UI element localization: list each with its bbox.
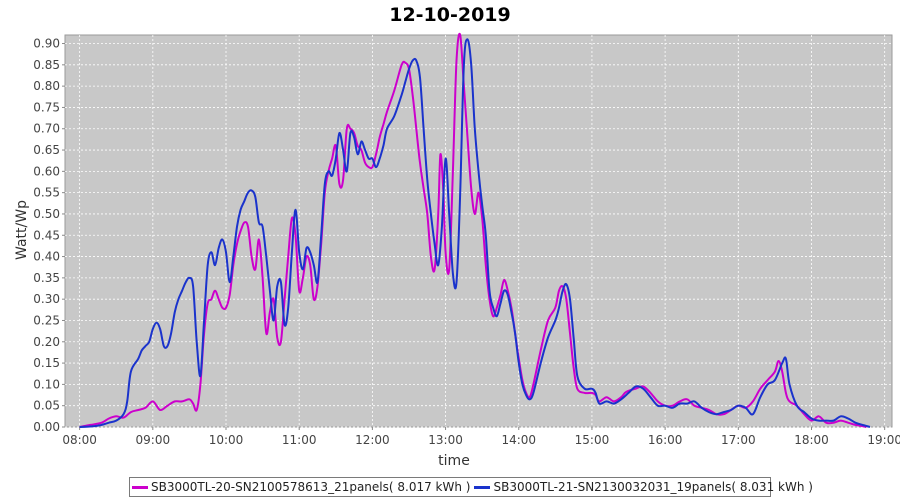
y-tick-label: 0.80: [33, 79, 60, 93]
series-group: [79, 32, 871, 428]
y-tick-label: 0.35: [33, 271, 60, 285]
x-tick-label: 14:00: [501, 433, 536, 447]
chart-legend: SB3000TL-20-SN2100578613_21panels( 8.017…: [129, 477, 813, 497]
x-axis-label: time: [438, 453, 470, 469]
x-tick-label: 11:00: [282, 433, 317, 447]
y-tick-label: 0.75: [33, 100, 60, 114]
series-line-1: [79, 32, 867, 428]
x-tick-label: 09:00: [136, 433, 171, 447]
y-tick-label: 0.65: [33, 143, 60, 157]
x-tick-label: 17:00: [721, 433, 756, 447]
legend-swatch: [474, 485, 491, 489]
y-tick-label: 0.05: [33, 399, 60, 413]
y-tick-label: 0.15: [33, 356, 60, 370]
plot-area: [64, 34, 893, 428]
x-tick-label: 18:00: [794, 433, 829, 447]
y-tick-label: 0.60: [33, 164, 60, 178]
y-tick-label: 0.45: [33, 228, 60, 242]
legend-label: SB3000TL-20-SN2100578613_21panels( 8.017…: [151, 480, 471, 494]
y-tick-label: 0.40: [33, 250, 60, 264]
series-line-2: [79, 38, 871, 428]
legend-item: SB3000TL-20-SN2100578613_21panels( 8.017…: [132, 480, 470, 494]
y-axis: 0.00 0.05 0.10 0.15 0.20 0.25 0.30 0.35 0.40 0.45…: [33, 37, 65, 434]
x-tick-label: 19:00: [867, 433, 900, 447]
y-tick-label: 0.20: [33, 335, 60, 349]
x-tick-label: 16:00: [648, 433, 683, 447]
y-tick-label: 0.90: [33, 37, 60, 51]
x-tick-label: 08:00: [62, 433, 97, 447]
y-tick-label: 0.00: [33, 420, 60, 434]
y-axis-label: Watt/Wp: [14, 200, 30, 260]
legend-item: SB3000TL-21-SN2130032031_19panels( 8.031…: [474, 480, 813, 494]
x-tick-label: 12:00: [355, 433, 390, 447]
y-tick-label: 0.85: [33, 58, 60, 72]
x-axis: 08:00 09:00 10:00 11:00 12:00 13:00 14:00 15:00…: [62, 427, 900, 447]
y-tick-label: 0.70: [33, 122, 60, 136]
x-tick-label: 10:00: [209, 433, 244, 447]
x-tick-label: 15:00: [575, 433, 610, 447]
legend-label: SB3000TL-21-SN2130032031_19panels( 8.031…: [493, 480, 813, 494]
y-tick-label: 0.30: [33, 292, 60, 306]
chart-title: 12-10-2019: [389, 4, 511, 26]
legend-swatch: [132, 485, 148, 489]
y-tick-label: 0.50: [33, 207, 60, 221]
y-tick-label: 0.10: [33, 377, 60, 391]
y-tick-label: 0.25: [33, 313, 60, 327]
y-tick-label: 0.55: [33, 186, 60, 200]
x-tick-label: 13:00: [428, 433, 463, 447]
